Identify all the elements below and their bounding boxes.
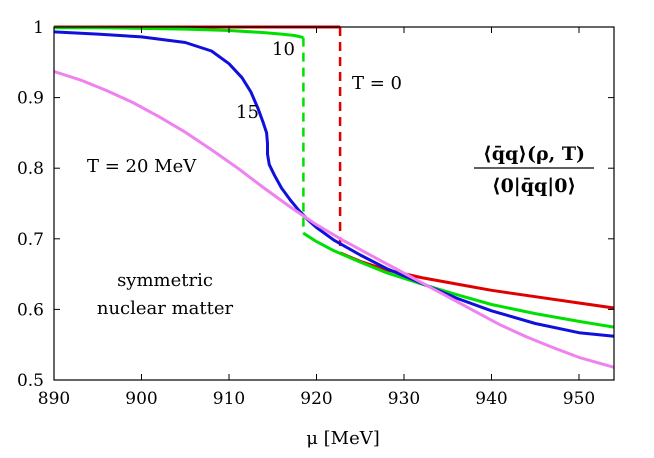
y-tick-label: 0.6 <box>17 300 44 320</box>
x-tick-label: 930 <box>388 389 420 409</box>
x-tick-label: 920 <box>300 389 332 409</box>
x-tick-label: 890 <box>38 389 70 409</box>
y-tick-label: 0.7 <box>17 230 44 250</box>
label-t0: T = 0 <box>352 73 402 94</box>
formula-denominator: ⟨0|q̄q|0⟩ <box>492 175 576 197</box>
x-tick-label: 910 <box>213 389 245 409</box>
label-15: 15 <box>236 102 259 123</box>
y-tick-label: 0.9 <box>17 89 44 109</box>
x-tick-label: 900 <box>125 389 157 409</box>
x-tick-label: 940 <box>475 389 507 409</box>
x-tick-label: 950 <box>563 389 595 409</box>
y-tick-label: 0.8 <box>17 159 44 179</box>
ticks-layer: 890 900 910 920 930 940 950 0.5 0.6 0.7 0.8 0.9 1 <box>17 18 614 409</box>
label-t20: T = 20 MeV <box>87 156 197 177</box>
label-10: 10 <box>272 39 295 60</box>
legend-line-2: nuclear matter <box>97 298 234 319</box>
formula-numerator: ⟨q̄q⟩(ρ, T) <box>483 143 585 165</box>
series-line-1-segment-2 <box>302 231 615 329</box>
plot-frame <box>53 26 615 381</box>
y-tick-label: 0.5 <box>17 371 44 391</box>
x-axis-label: μ [MeV] <box>306 428 380 449</box>
y-tick-label: 1 <box>33 18 44 38</box>
curves-layer <box>53 25 615 369</box>
legend-line-1: symmetric <box>117 270 213 291</box>
series-line-3-segment-0 <box>53 70 615 369</box>
